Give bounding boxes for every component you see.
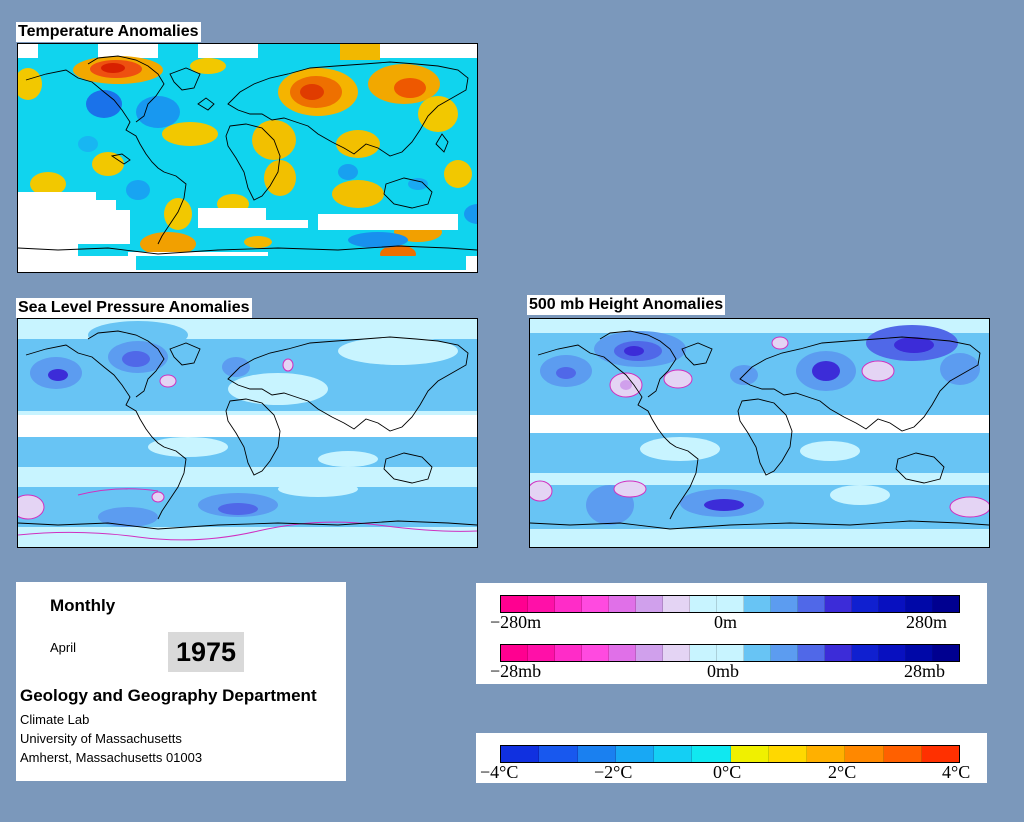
colorbar-swatch-14	[879, 596, 906, 612]
colorbar-swatch-13	[852, 645, 879, 661]
colorbar-swatch-2	[555, 645, 582, 661]
slp-map-graphic	[18, 319, 477, 547]
colorbar-swatch-4	[609, 596, 636, 612]
colorbar-swatch-0	[501, 746, 540, 762]
height500-map-graphic	[530, 319, 989, 547]
colorbar-swatch-3	[582, 596, 609, 612]
temp-label-4: 4°C	[942, 762, 971, 782]
colorbar-swatch-9	[845, 746, 884, 762]
temp-label-neg4: −4°C	[480, 762, 519, 782]
colorbar-swatch-1	[528, 645, 555, 661]
month-label: April	[50, 640, 77, 655]
colorbar-swatch-7	[690, 596, 717, 612]
colorbar-swatch-3	[615, 746, 654, 762]
height-min-label: −280m	[490, 612, 542, 632]
year-display: 1975	[168, 632, 244, 672]
colorbar-swatch-11	[798, 596, 825, 612]
colorbar-swatch-2	[555, 596, 582, 612]
colorbar-swatch-16	[933, 596, 959, 612]
university-name: University of Massachusetts	[20, 731, 182, 746]
colorbar-swatch-8	[717, 596, 744, 612]
colorbar-swatch-5	[636, 645, 663, 661]
colorbar-swatch-8	[717, 645, 744, 661]
temp-label-neg2: −2°C	[594, 762, 633, 782]
colorbar-swatch-6	[730, 746, 769, 762]
colorbar-swatch-16	[933, 645, 959, 661]
height-500mb-map	[529, 318, 990, 548]
colorbar-swatch-0	[501, 645, 528, 661]
colorbar-swatch-9	[744, 645, 771, 661]
height-max-label: 280m	[906, 612, 948, 632]
period-label: Monthly	[50, 596, 116, 615]
colorbar-swatch-9	[744, 596, 771, 612]
colorbar-swatch-7	[690, 645, 717, 661]
temperature-legend-panel: −4°C −2°C 0°C 2°C 4°C	[476, 733, 987, 783]
colorbar-swatch-11	[798, 645, 825, 661]
temperature-map-title: Temperature Anomalies	[16, 22, 201, 42]
height500-map-title: 500 mb Height Anomalies	[527, 295, 726, 315]
temperature-anomaly-map	[17, 43, 478, 273]
colorbar-swatch-1	[539, 746, 578, 762]
colorbar-swatch-6	[663, 645, 690, 661]
colorbar-swatch-13	[852, 596, 879, 612]
colorbar-swatch-7	[768, 746, 807, 762]
height-zero-label: 0m	[714, 612, 738, 632]
colorbar-swatch-4	[609, 645, 636, 661]
height-colorbar	[500, 595, 960, 613]
sea-level-pressure-map	[17, 318, 478, 548]
info-panel: Monthly April 1975 Geology and Geography…	[16, 582, 346, 781]
colorbar-swatch-0	[501, 596, 528, 612]
colorbar-swatch-12	[825, 645, 852, 661]
pressure-min-label: −28mb	[490, 661, 542, 681]
pressure-colorbar	[500, 644, 960, 662]
address-line: Amherst, Massachusetts 01003	[20, 750, 203, 765]
colorbar-swatch-15	[906, 596, 933, 612]
colorbar-swatch-8	[807, 746, 846, 762]
colorbar-swatch-5	[636, 596, 663, 612]
colorbar-swatch-10	[883, 746, 922, 762]
colorbar-swatch-5	[692, 746, 731, 762]
slp-map-title: Sea Level Pressure Anomalies	[16, 298, 252, 318]
colorbar-swatch-10	[771, 645, 798, 661]
colorbar-swatch-15	[906, 645, 933, 661]
colorbar-swatch-14	[879, 645, 906, 661]
colorbar-swatch-10	[771, 596, 798, 612]
colorbar-swatch-6	[663, 596, 690, 612]
pressure-max-label: 28mb	[904, 661, 946, 681]
temp-label-0: 0°C	[713, 762, 742, 782]
colorbar-swatch-11	[921, 746, 959, 762]
colorbar-swatch-2	[577, 746, 616, 762]
colorbar-swatch-3	[582, 645, 609, 661]
lab-name: Climate Lab	[20, 712, 90, 727]
colorbar-swatch-12	[825, 596, 852, 612]
pressure-zero-label: 0mb	[707, 661, 740, 681]
colorbar-swatch-4	[654, 746, 693, 762]
department-name: Geology and Geography Department	[20, 686, 317, 705]
temperature-map-graphic	[18, 44, 477, 272]
height-pressure-legend-panel: −280m 0m 280m −28mb 0mb 28mb	[476, 583, 987, 684]
colorbar-swatch-1	[528, 596, 555, 612]
temp-label-2: 2°C	[828, 762, 857, 782]
temperature-colorbar	[500, 745, 960, 763]
